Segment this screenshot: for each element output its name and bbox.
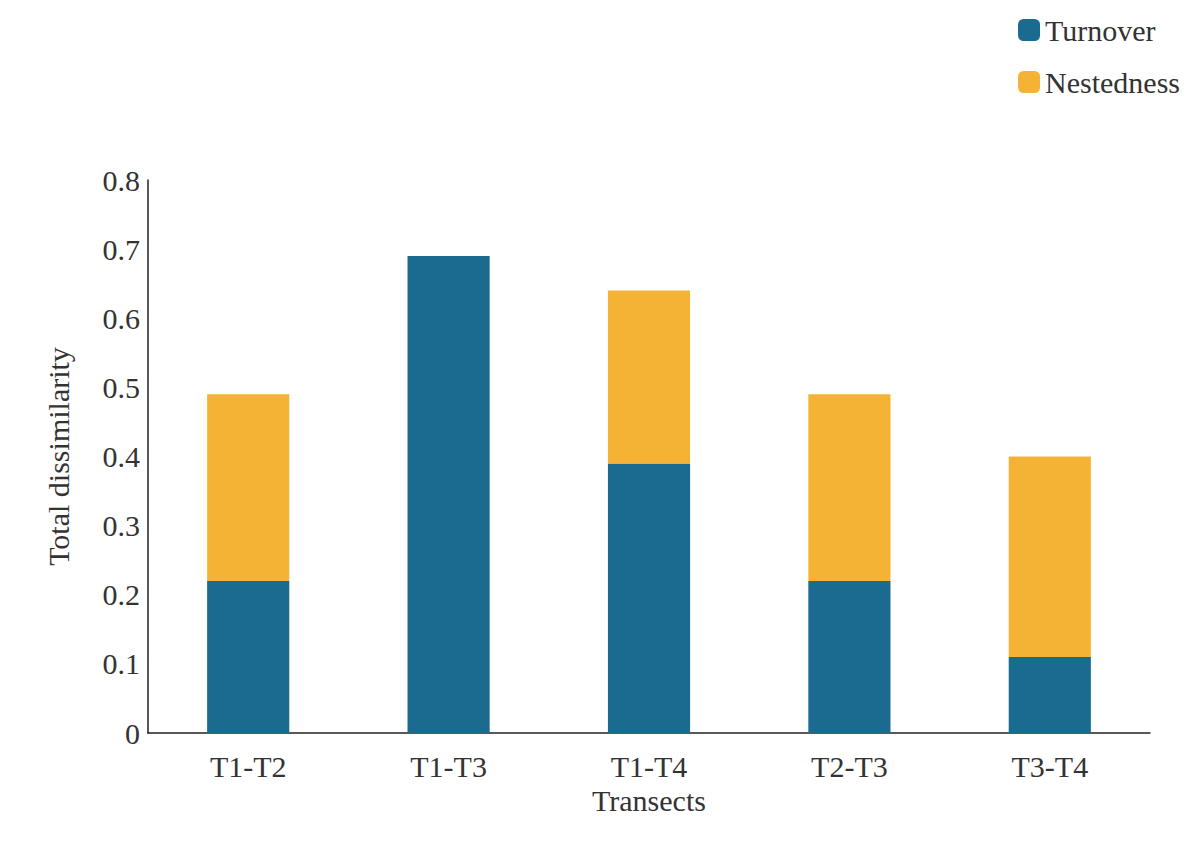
svg-text:Total dissimilarity: Total dissimilarity [42, 347, 75, 566]
svg-text:0.7: 0.7 [103, 233, 141, 266]
svg-text:Nestedness: Nestedness [1045, 66, 1180, 99]
svg-text:0.5: 0.5 [103, 371, 141, 404]
svg-text:0: 0 [125, 717, 140, 750]
svg-text:T1-T4: T1-T4 [611, 750, 688, 783]
svg-text:0.3: 0.3 [103, 509, 141, 542]
svg-text:0.2: 0.2 [103, 578, 141, 611]
svg-text:0.6: 0.6 [103, 302, 141, 335]
svg-text:Turnover: Turnover [1045, 14, 1156, 47]
svg-text:T1-T2: T1-T2 [210, 750, 287, 783]
svg-text:T1-T3: T1-T3 [410, 750, 487, 783]
svg-text:0.4: 0.4 [103, 440, 141, 473]
svg-text:Transects: Transects [592, 784, 706, 817]
svg-text:0.1: 0.1 [103, 647, 141, 680]
svg-text:T3-T4: T3-T4 [1011, 750, 1088, 783]
svg-text:T2-T3: T2-T3 [811, 750, 888, 783]
svg-text:0.8: 0.8 [103, 164, 141, 197]
